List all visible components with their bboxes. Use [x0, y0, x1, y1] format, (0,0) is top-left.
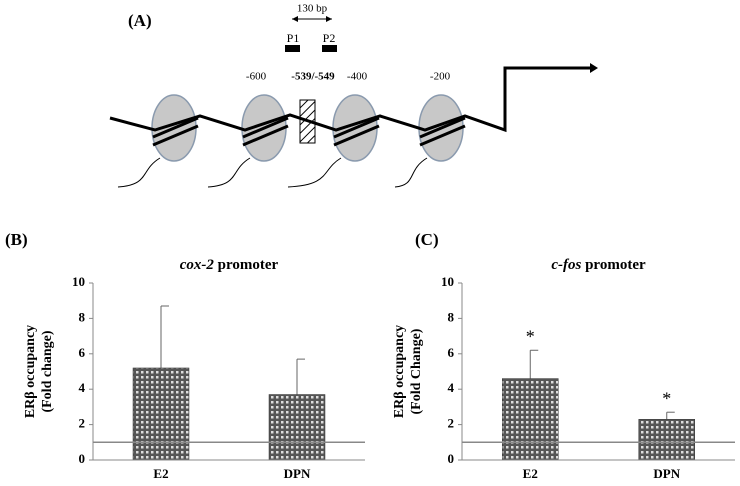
y-tick-label: 0 [79, 451, 86, 466]
y-tick-label: 4 [448, 380, 455, 395]
y-tick-label: 6 [448, 345, 455, 360]
title-gene: c-fos [551, 257, 581, 273]
y-tick-label: 4 [79, 380, 86, 395]
y-axis-label: ERβ occupancy [23, 325, 38, 418]
dna [109, 66, 590, 133]
y-tick-label: 10 [72, 274, 85, 289]
x-tick-label: DPN [284, 466, 311, 481]
primer-label: P2 [323, 31, 336, 45]
bar [638, 419, 695, 461]
binding-site [299, 99, 316, 144]
position-label: -539/-549 [291, 71, 335, 83]
y-axis-label: (Fold change) [40, 330, 55, 412]
position-label: -200 [430, 71, 451, 83]
bar [502, 378, 559, 461]
x-tick-label: E2 [153, 466, 168, 481]
panel-label: (C) [415, 230, 439, 249]
primer [322, 45, 337, 52]
chart-title: c-fos promoter [551, 257, 646, 273]
panel-label: (B) [5, 230, 28, 249]
y-tick-label: 0 [448, 451, 455, 466]
promoter-diagram: (A) 130 bp P1 P2 -600 -539/-549 -400 -20… [109, 3, 598, 188]
tss-arrow [590, 63, 598, 73]
y-axis-label: (Fold Change) [409, 328, 424, 414]
position-label: -400 [347, 71, 368, 83]
bar [268, 394, 326, 461]
significance: * [526, 326, 535, 346]
x-tick-label: DPN [653, 466, 680, 481]
y-axis-label: ERβ occupancy [392, 325, 407, 418]
y-tick-label: 8 [79, 309, 86, 324]
histone-tails [117, 157, 428, 188]
y-tick-label: 8 [448, 309, 455, 324]
y-tick-label: 6 [79, 345, 86, 360]
title-rest: promoter [218, 257, 279, 273]
y-tick-label: 2 [79, 416, 86, 431]
primer-label: P1 [287, 31, 300, 45]
dna-wraps [152, 116, 466, 147]
panel-label: (A) [128, 11, 152, 30]
significance: * [662, 388, 671, 408]
primer [285, 45, 300, 52]
position-label: -600 [246, 71, 267, 83]
span-label: 130 bp [297, 3, 328, 15]
bar [132, 367, 190, 461]
title-rest: promoter [585, 257, 646, 273]
y-tick-label: 10 [441, 274, 454, 289]
y-tick-label: 2 [448, 416, 455, 431]
title-gene: cox-2 [180, 257, 215, 273]
chart-title: cox-2 promoter [180, 257, 279, 273]
x-tick-label: E2 [523, 466, 538, 481]
